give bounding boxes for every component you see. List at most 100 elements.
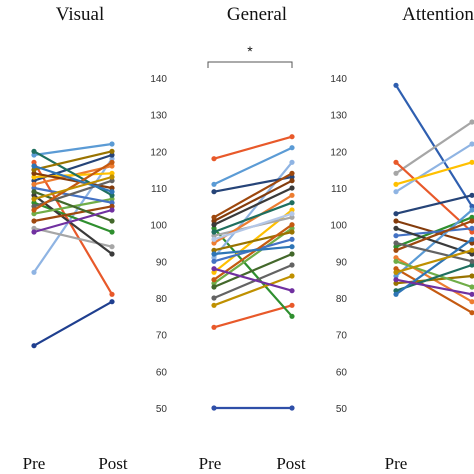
series-line-general-11 (212, 227, 294, 285)
point-post-attention-4 (469, 141, 474, 147)
point-post-visual-14 (109, 185, 115, 191)
point-post-general-19 (289, 200, 295, 206)
point-post-visual-3 (109, 156, 115, 162)
y-tick-label-general-60: 60 (156, 367, 168, 378)
point-pre-general-18 (211, 277, 217, 283)
y-tick-label-general-140: 140 (150, 74, 167, 85)
point-pre-general-16 (211, 214, 217, 220)
point-pre-general-3 (211, 225, 217, 231)
point-post-visual-7 (109, 196, 115, 202)
point-post-general-12 (289, 236, 295, 242)
point-post-general-21 (289, 273, 295, 279)
point-pre-general-21 (211, 302, 217, 308)
panel-title-visual: Visual (56, 4, 104, 25)
point-post-general-24 (289, 211, 295, 217)
point-post-attention-13 (469, 273, 474, 279)
point-pre-visual-2 (31, 159, 37, 165)
y-tick-label-general-130: 130 (150, 111, 167, 122)
y-tick-label-attention-120: 120 (330, 147, 347, 158)
point-post-general-2 (289, 302, 295, 308)
y-tick-label-attention-100: 100 (330, 221, 347, 232)
y-tick-label-attention-130: 130 (330, 111, 347, 122)
series-line-general-13 (212, 263, 294, 300)
point-pre-general-23 (211, 266, 217, 272)
point-pre-attention-21 (393, 277, 399, 283)
point-pre-visual-7 (31, 211, 37, 217)
point-post-general-22 (289, 244, 295, 250)
y-tick-label-general-100: 100 (150, 221, 167, 232)
panel-title-attention: Attention (402, 4, 474, 25)
point-pre-attention-4 (393, 189, 399, 195)
y-tick-label-attention-70: 70 (336, 331, 348, 342)
point-post-visual-16 (109, 218, 115, 224)
point-pre-visual-6 (31, 192, 37, 198)
point-pre-general-24 (211, 236, 217, 242)
point-post-general-16 (289, 170, 295, 176)
point-pre-general-2 (211, 324, 217, 330)
point-post-visual-6 (109, 251, 115, 257)
point-pre-visual-12 (31, 152, 37, 158)
series-line-general-4 (212, 135, 294, 160)
series-line-general-24 (212, 212, 294, 241)
point-post-general-20 (289, 251, 295, 257)
y-tick-label-attention-110: 110 (331, 184, 347, 195)
series-line-visual-17 (32, 150, 114, 171)
series-line-visual-20 (32, 164, 114, 193)
point-pre-general-13 (211, 295, 217, 301)
point-pre-attention-6 (393, 211, 399, 217)
series-line-visual-15 (32, 205, 114, 223)
point-post-general-1 (289, 405, 295, 411)
y-tick-label-attention-60: 60 (336, 367, 348, 378)
series-line-attention-4 (394, 142, 474, 193)
point-pre-visual-8 (31, 185, 37, 191)
point-pre-general-11 (211, 280, 217, 286)
point-post-visual-2 (109, 291, 115, 297)
point-pre-general-10 (211, 233, 217, 239)
point-post-attention-11 (469, 310, 474, 316)
point-post-general-10 (289, 214, 295, 220)
point-pre-attention-15 (393, 225, 399, 231)
point-post-general-17 (289, 229, 295, 235)
point-pre-attention-8 (393, 244, 399, 250)
series-line-attention-10 (394, 227, 474, 237)
series-line-general-8 (212, 179, 294, 223)
point-pre-general-17 (211, 247, 217, 253)
point-pre-visual-5 (31, 200, 37, 206)
point-pre-visual-10 (31, 181, 37, 187)
point-post-visual-20 (109, 189, 115, 195)
y-tick-label-general-90: 90 (156, 257, 168, 268)
point-pre-general-7 (211, 189, 217, 195)
point-post-visual-9 (109, 152, 115, 158)
x-label-visual-pre: Pre (23, 454, 46, 473)
y-tick-label-general-80: 80 (156, 294, 168, 305)
point-pre-attention-17 (393, 247, 399, 253)
point-post-attention-19 (469, 236, 474, 242)
point-post-general-4 (289, 134, 295, 140)
point-pre-attention-18 (393, 240, 399, 246)
point-post-attention-17 (469, 218, 474, 224)
point-pre-visual-3 (31, 269, 37, 275)
x-label-general-pre: Pre (199, 454, 222, 473)
point-post-visual-8 (109, 200, 115, 206)
series-line-general-23 (212, 267, 294, 292)
significance-bracket (207, 61, 293, 68)
point-post-visual-15 (109, 203, 115, 209)
y-tick-label-general-70: 70 (156, 331, 168, 342)
point-pre-general-15 (211, 222, 217, 228)
panel-title-general: General (227, 4, 287, 25)
point-pre-visual-18 (31, 203, 37, 209)
series-line-visual-2 (32, 161, 114, 296)
point-post-general-15 (289, 185, 295, 191)
point-post-general-14 (289, 192, 295, 198)
point-post-visual-22 (109, 174, 115, 180)
point-pre-visual-22 (31, 196, 37, 202)
point-pre-attention-5 (393, 181, 399, 187)
series-line-visual-6 (32, 194, 114, 256)
point-post-visual-17 (109, 148, 115, 154)
y-tick-label-attention-90: 90 (336, 257, 348, 268)
series-line-visual-21 (32, 208, 114, 234)
x-label-attention-pre: Pre (385, 454, 408, 473)
point-pre-attention-11 (393, 266, 399, 272)
point-post-visual-19 (109, 159, 115, 165)
